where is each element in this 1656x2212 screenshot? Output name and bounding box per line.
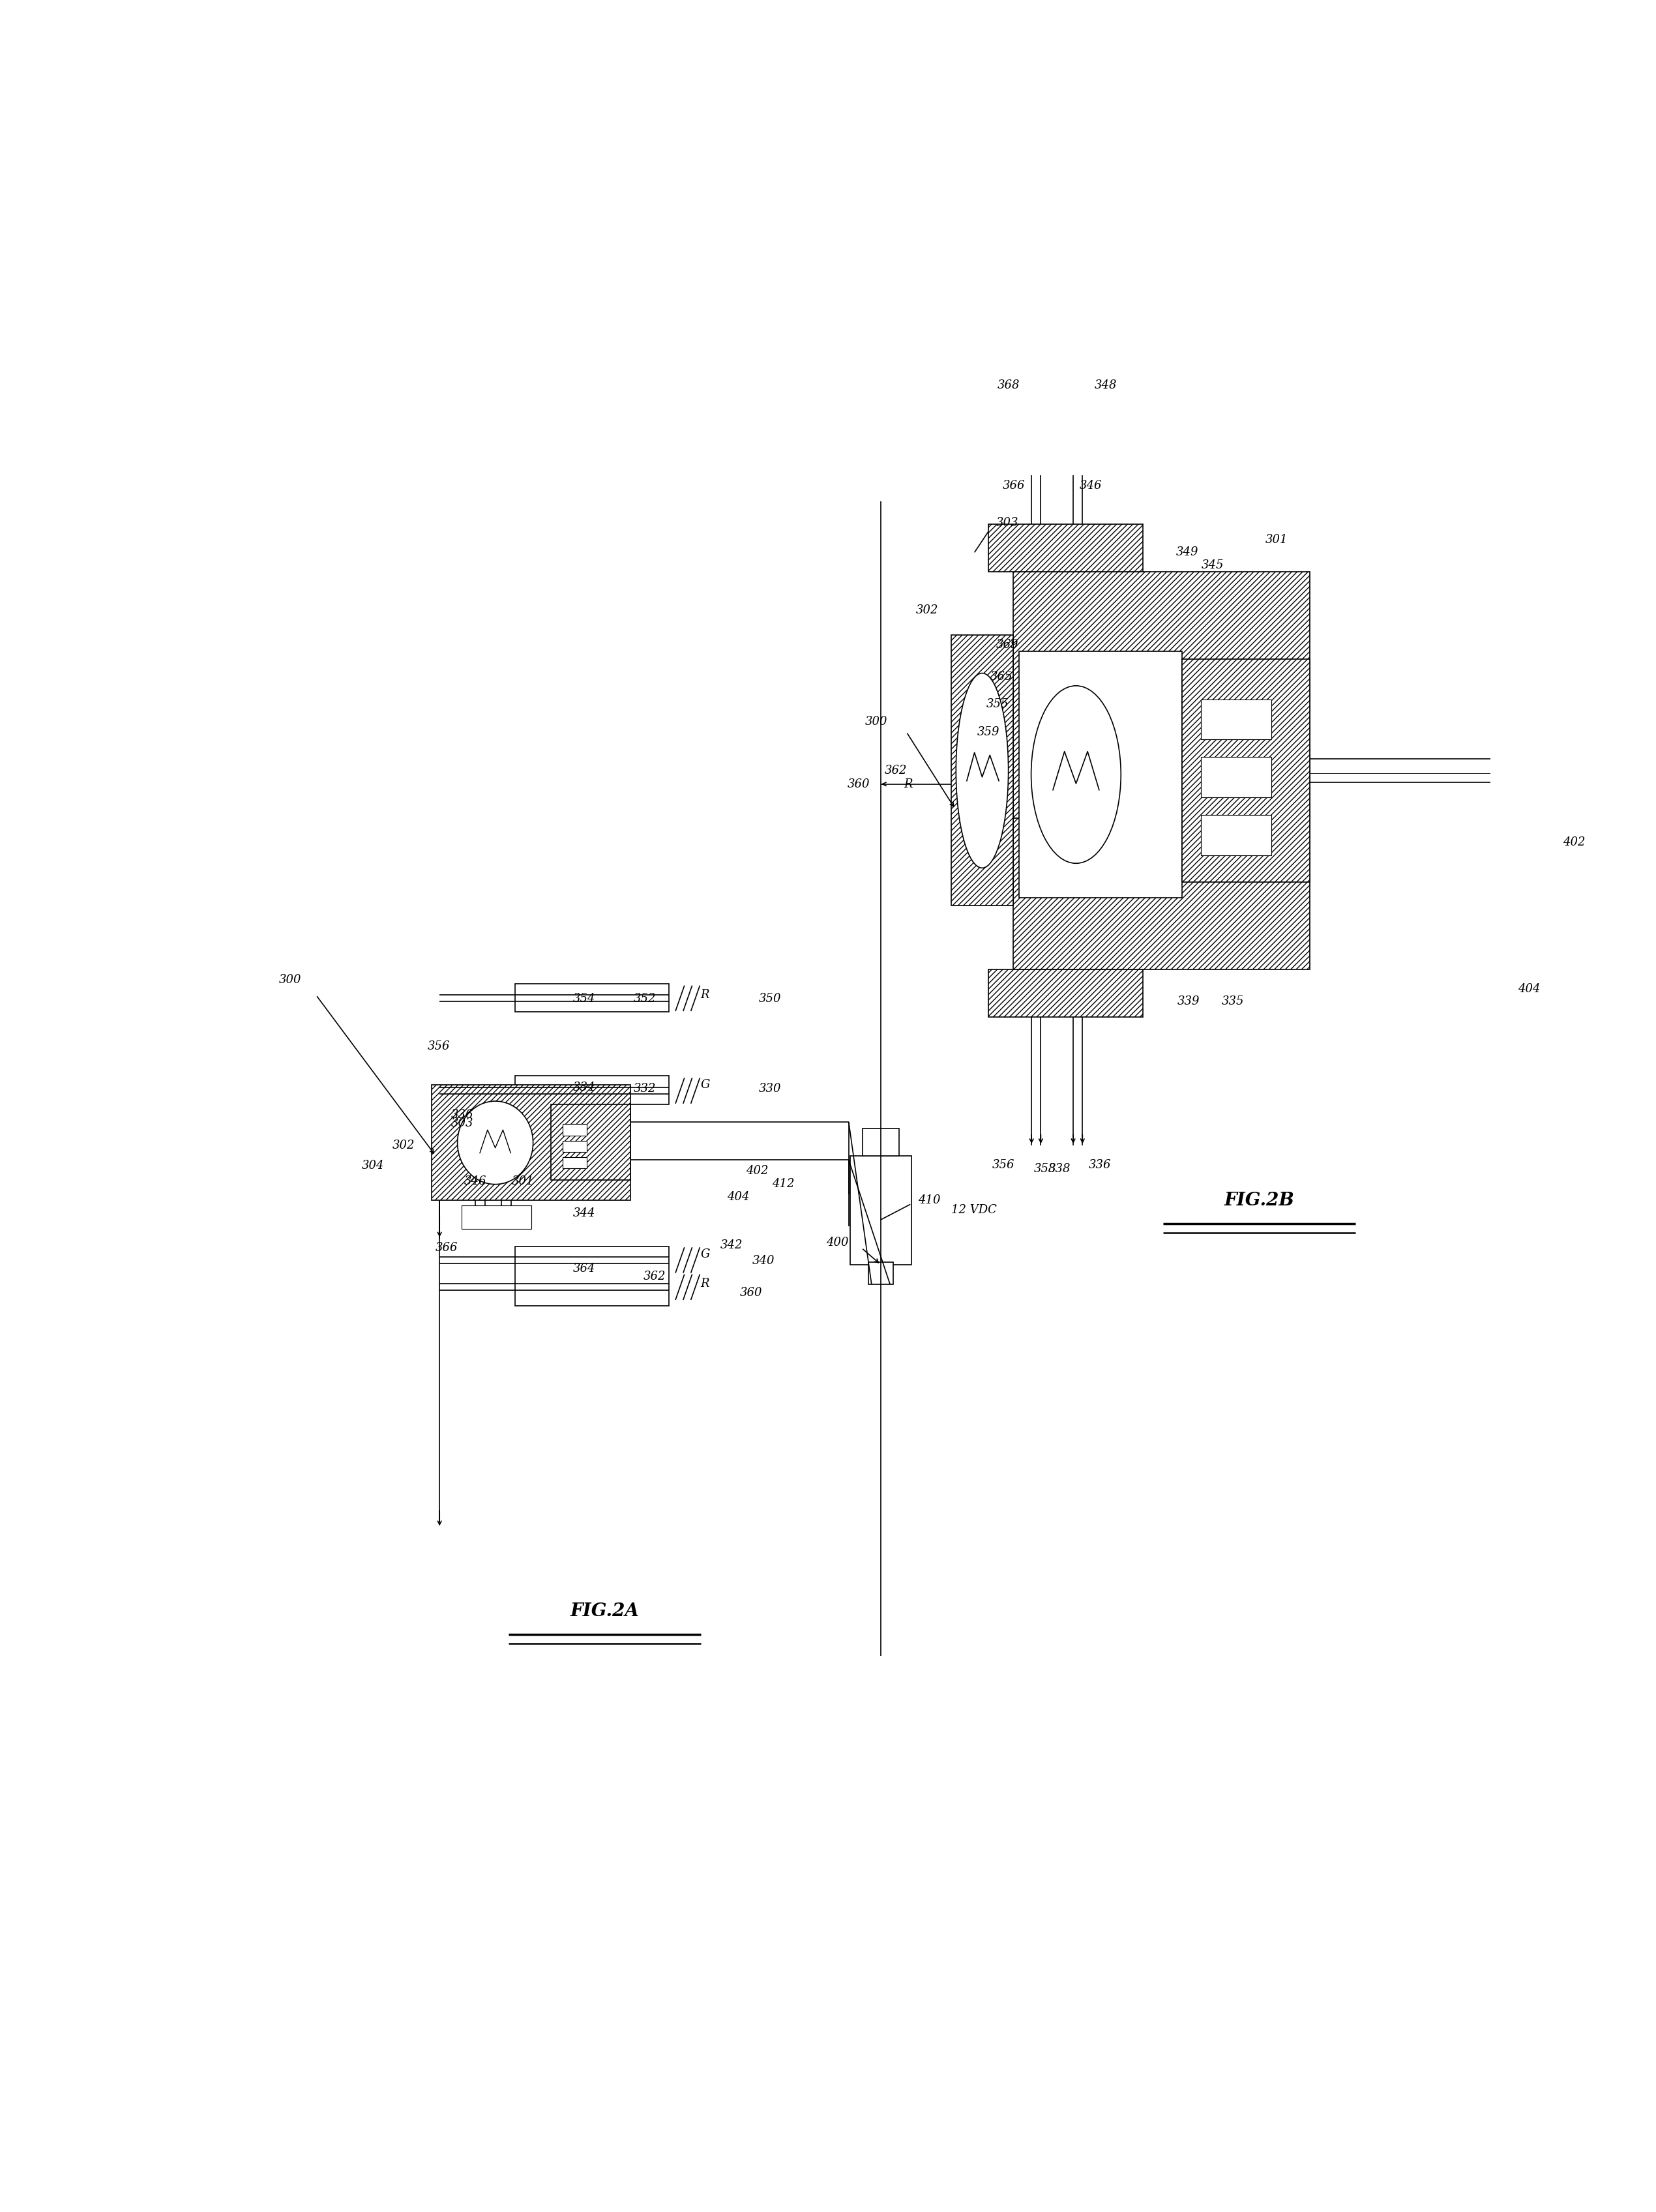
Text: 302: 302	[916, 604, 939, 615]
Bar	[563, 1157, 586, 1168]
Text: 348: 348	[1095, 380, 1116, 392]
Text: 344: 344	[573, 1208, 595, 1219]
Text: 412: 412	[772, 1179, 795, 1190]
Text: G: G	[700, 1079, 710, 1091]
Bar	[1013, 571, 1310, 818]
Bar	[563, 1141, 586, 1152]
Text: FIG.2A: FIG.2A	[570, 1601, 639, 1619]
Text: 336: 336	[1090, 1159, 1111, 1170]
Text: 303: 303	[450, 1117, 474, 1130]
Text: 365: 365	[990, 670, 1012, 684]
Bar	[462, 1206, 532, 1228]
Text: 400: 400	[826, 1237, 848, 1250]
Bar	[432, 1084, 631, 1201]
Text: 364: 364	[573, 1263, 595, 1274]
Text: 339: 339	[1177, 995, 1199, 1006]
Text: 338: 338	[1048, 1164, 1071, 1175]
Ellipse shape	[457, 1102, 533, 1183]
Text: 369: 369	[997, 639, 1018, 650]
Text: 360: 360	[740, 1287, 762, 1298]
Text: 346: 346	[1080, 480, 1103, 491]
Text: 301: 301	[512, 1175, 535, 1188]
Text: 362: 362	[643, 1270, 666, 1283]
Text: R: R	[700, 989, 709, 1002]
Text: 404: 404	[1517, 982, 1540, 995]
Text: 345: 345	[1201, 560, 1224, 571]
Text: 404: 404	[727, 1190, 749, 1203]
Bar	[1018, 650, 1182, 898]
Bar	[1013, 818, 1310, 969]
Text: 354: 354	[573, 993, 595, 1004]
Ellipse shape	[956, 672, 1009, 867]
Text: 366: 366	[1002, 480, 1025, 491]
Bar	[1201, 699, 1272, 739]
Bar	[863, 1128, 899, 1155]
Text: 356: 356	[427, 1040, 450, 1053]
Bar	[515, 984, 669, 1011]
Text: 360: 360	[848, 779, 869, 790]
Bar	[515, 1248, 669, 1305]
Bar	[951, 635, 1013, 907]
Bar	[515, 1075, 669, 1104]
Bar	[1201, 814, 1272, 856]
Text: 402: 402	[745, 1166, 768, 1177]
Text: 336: 336	[450, 1108, 474, 1119]
Text: 368: 368	[997, 380, 1020, 392]
Text: 346: 346	[464, 1175, 487, 1188]
Text: G: G	[700, 1248, 710, 1261]
Bar	[563, 1124, 586, 1135]
Bar	[1182, 659, 1310, 883]
Text: 300: 300	[864, 717, 888, 728]
Text: 352: 352	[634, 993, 656, 1004]
Text: 300: 300	[280, 973, 301, 987]
Text: 340: 340	[752, 1254, 775, 1267]
Text: 350: 350	[758, 993, 782, 1004]
Bar	[1201, 757, 1272, 796]
Text: 342: 342	[720, 1239, 744, 1252]
Text: 356: 356	[992, 1159, 1015, 1170]
Bar	[989, 524, 1143, 571]
Text: 303: 303	[997, 518, 1018, 529]
Text: 301: 301	[1265, 533, 1287, 546]
Ellipse shape	[1032, 686, 1121, 863]
Text: 335: 335	[1222, 995, 1244, 1006]
Text: 349: 349	[1176, 546, 1199, 557]
Text: 362: 362	[884, 765, 907, 776]
Bar	[850, 1155, 911, 1265]
Text: 302: 302	[392, 1139, 416, 1150]
Text: 410: 410	[917, 1194, 941, 1206]
Text: 330: 330	[758, 1084, 782, 1095]
Text: 332: 332	[634, 1084, 656, 1095]
Text: FIG.2B: FIG.2B	[1224, 1192, 1295, 1210]
Text: 334: 334	[573, 1082, 595, 1093]
Text: 304: 304	[361, 1159, 384, 1172]
Text: R: R	[904, 779, 912, 790]
Text: R: R	[700, 1279, 709, 1290]
Bar	[989, 969, 1143, 1018]
Text: 355: 355	[985, 699, 1009, 710]
Text: 12 VDC: 12 VDC	[952, 1203, 997, 1217]
Text: 366: 366	[436, 1243, 459, 1254]
Text: 358: 358	[1033, 1164, 1057, 1175]
Bar	[868, 1263, 893, 1285]
Text: 402: 402	[1563, 836, 1585, 847]
Text: 359: 359	[977, 726, 1000, 739]
Bar	[551, 1104, 631, 1179]
